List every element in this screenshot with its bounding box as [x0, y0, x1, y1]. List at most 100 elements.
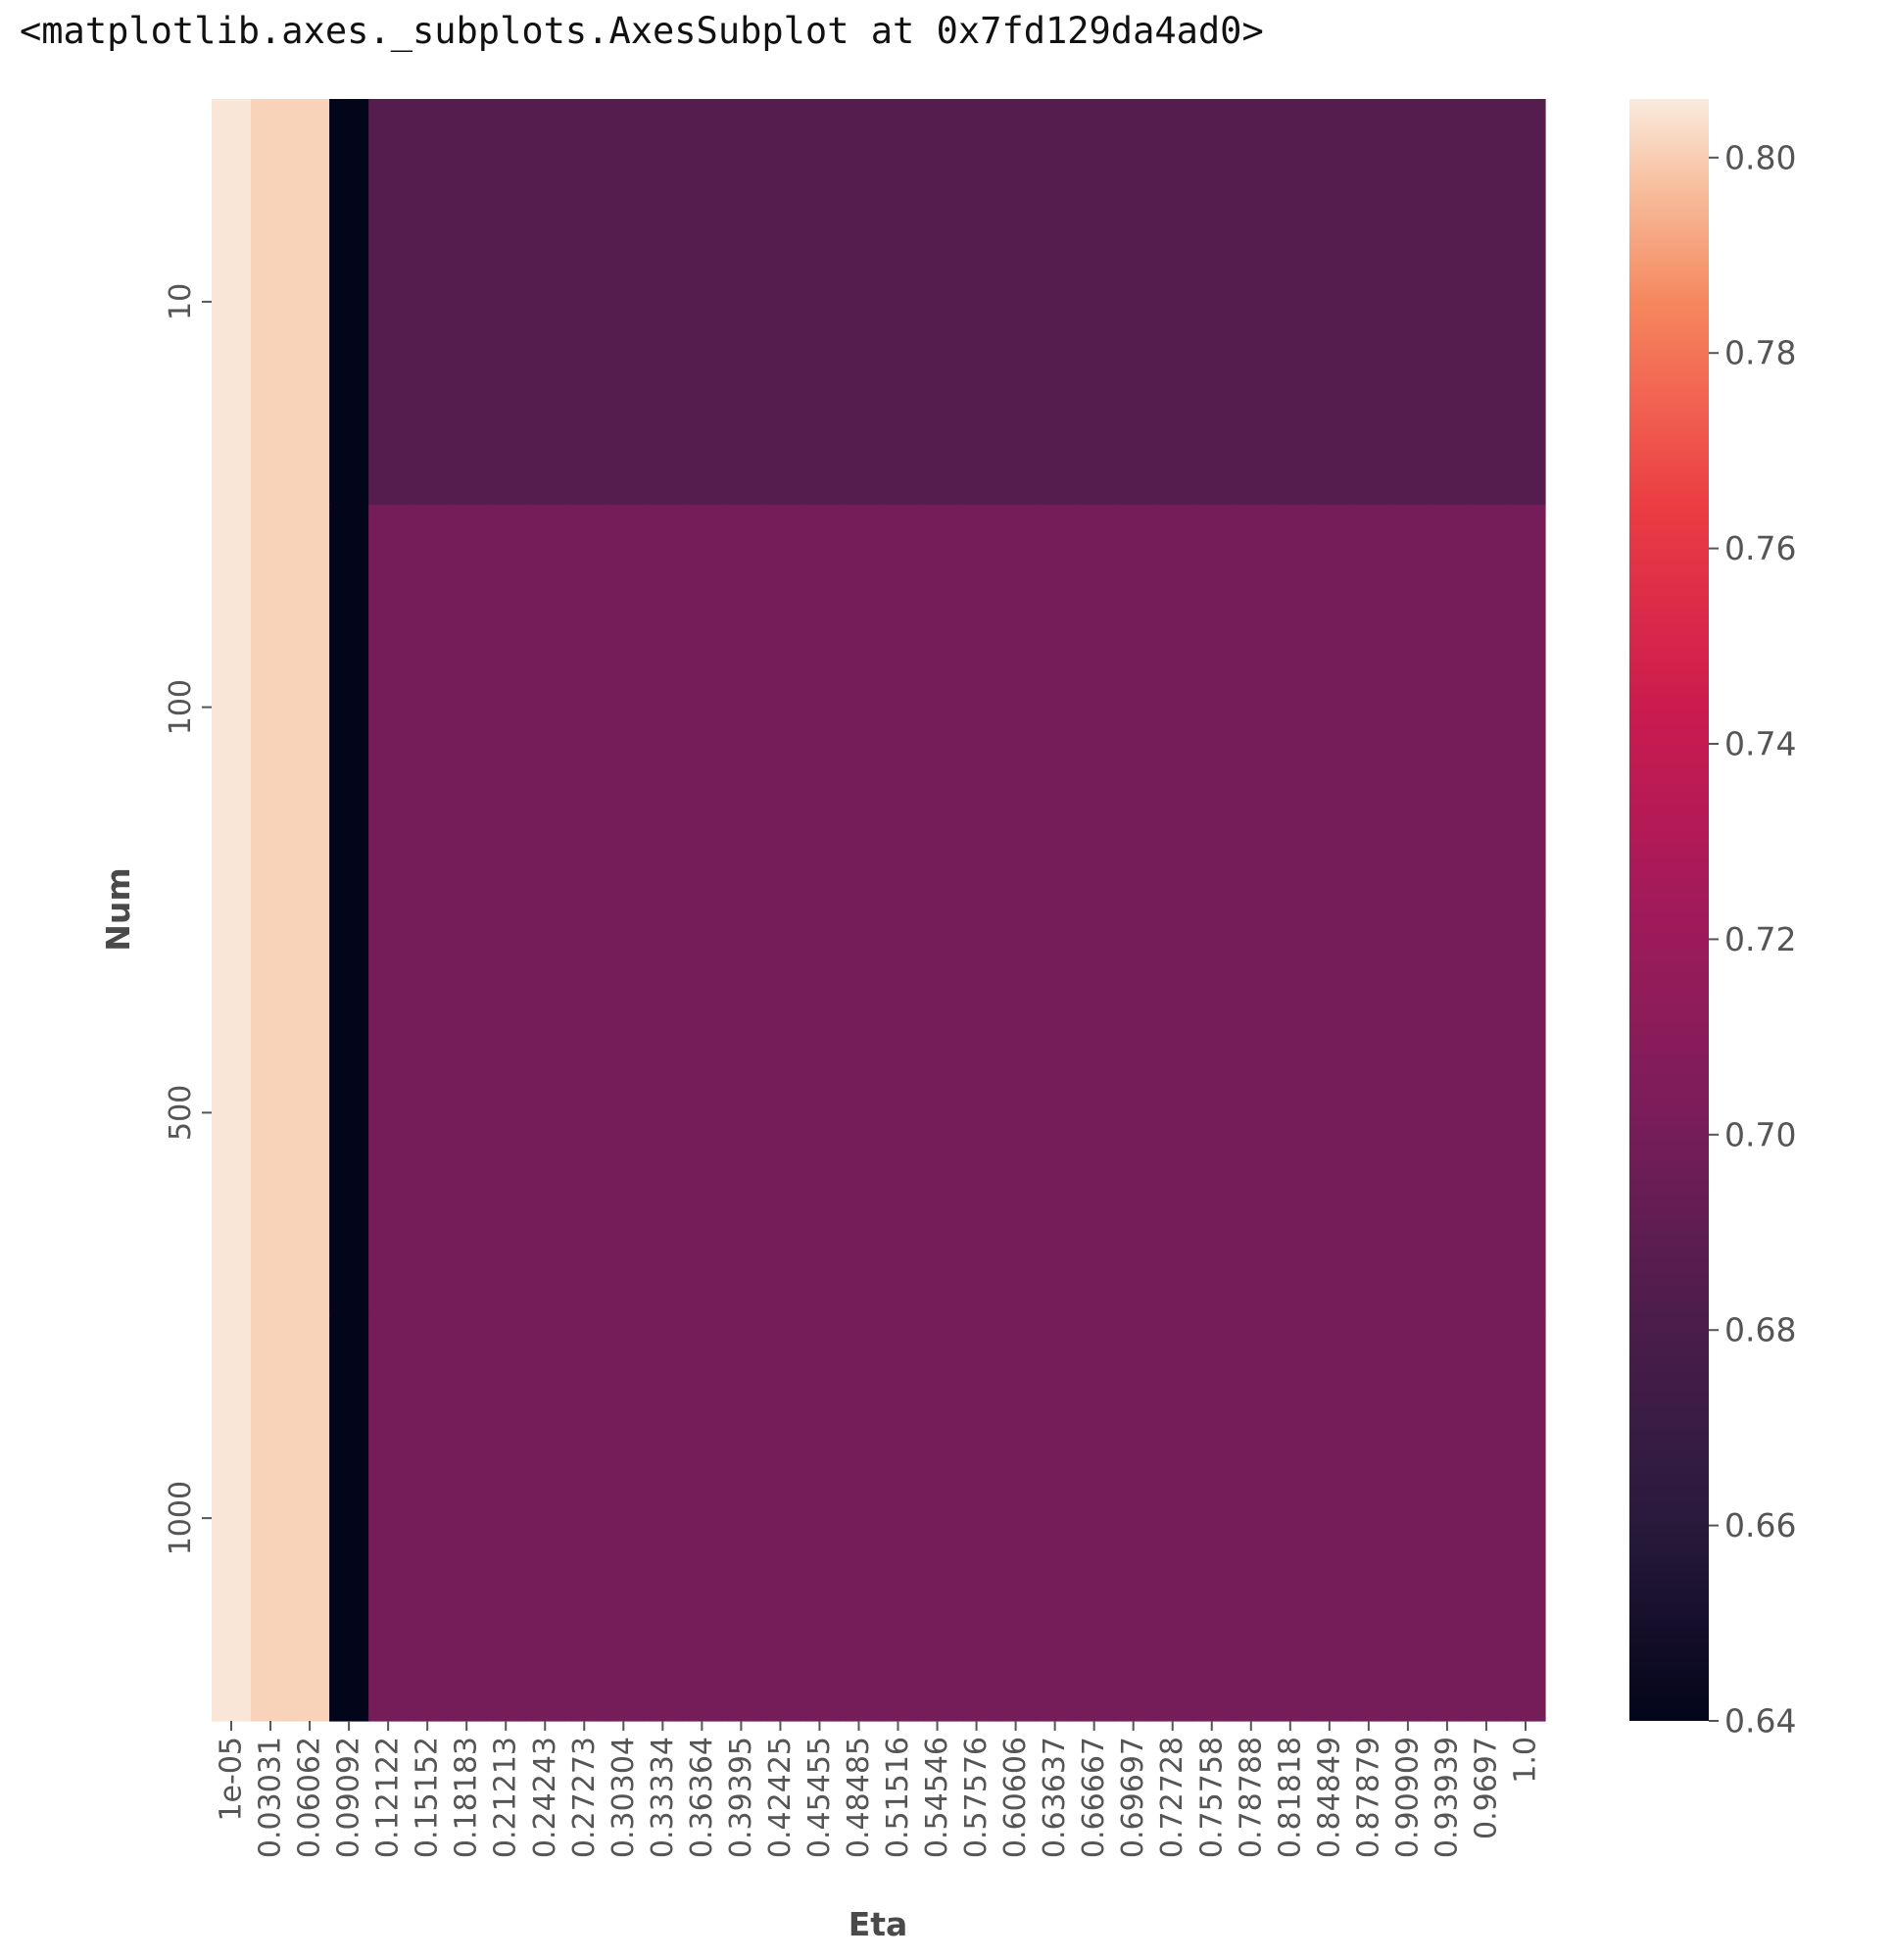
heatmap-cell — [917, 909, 958, 1316]
heatmap-cell — [682, 1315, 722, 1722]
heatmap-cell — [368, 504, 409, 911]
heatmap-cell — [839, 909, 880, 1316]
x-tick-label: 0.18183 — [450, 1737, 484, 1858]
heatmap-cell — [251, 504, 291, 911]
heatmap-cell — [878, 99, 919, 506]
x-tick-label: 0.30304 — [606, 1737, 641, 1858]
heatmap-cell — [329, 504, 369, 911]
colorbar-tick-label: 0.64 — [1724, 1702, 1796, 1740]
heatmap-cell — [682, 504, 722, 911]
heatmap-cell — [1270, 1315, 1311, 1722]
x-tick-label: 0.60606 — [998, 1737, 1033, 1858]
heatmap-cell — [1152, 99, 1193, 506]
heatmap-cell — [878, 504, 919, 911]
y-tick-label: 100 — [164, 679, 198, 735]
heatmap-cell — [290, 909, 330, 1316]
heatmap-cell — [604, 1315, 644, 1722]
heatmap-cell — [1427, 504, 1468, 911]
heatmap-cell — [643, 909, 683, 1316]
heatmap-cell — [212, 99, 252, 506]
x-tick-label: 0.24243 — [528, 1737, 562, 1858]
x-tick-label: 0.72728 — [1155, 1737, 1189, 1858]
heatmap-cell — [839, 504, 880, 911]
heatmap-cell — [760, 99, 801, 506]
heatmap-cell — [486, 504, 526, 911]
heatmap-cell — [800, 99, 841, 506]
heatmap-cell — [212, 909, 252, 1316]
x-tick-label: 0.87879 — [1351, 1737, 1385, 1858]
heatmap-cell — [1309, 504, 1350, 911]
heatmap-cell — [1231, 1315, 1272, 1722]
x-tick-label: 0.42425 — [763, 1737, 798, 1858]
heatmap-cell — [486, 909, 526, 1316]
x-tick-label: 0.03031 — [254, 1737, 288, 1858]
heatmap-cell — [1231, 909, 1272, 1316]
colorbar-tick-label: 0.72 — [1724, 920, 1796, 958]
heatmap-cell — [251, 909, 291, 1316]
heatmap-cell — [1152, 1315, 1193, 1722]
colorbar-tick-label: 0.78 — [1724, 334, 1796, 372]
colorbar-tick-label: 0.76 — [1724, 529, 1796, 567]
heatmap-cell — [1113, 99, 1154, 506]
heatmap-cell — [1152, 504, 1193, 911]
heatmap-cell — [760, 1315, 801, 1722]
x-tick-label: 1e-05 — [215, 1737, 249, 1822]
x-tick-label: 0.54546 — [920, 1737, 954, 1858]
heatmap-cell — [212, 1315, 252, 1722]
x-tick-label: 0.39395 — [724, 1737, 758, 1858]
heatmap-cell — [1035, 1315, 1076, 1722]
y-tick-label: 500 — [164, 1085, 198, 1141]
heatmap-cell — [447, 1315, 487, 1722]
heatmap-cell — [1348, 99, 1389, 506]
heatmap-cell — [1505, 99, 1546, 506]
x-tick-label: 0.9697 — [1469, 1737, 1503, 1839]
heatmap-cell — [1191, 1315, 1233, 1722]
heatmap-cell — [1035, 504, 1076, 911]
heatmap-cell — [251, 99, 291, 506]
heatmap-cell — [1309, 909, 1350, 1316]
x-tick-label: 0.81818 — [1273, 1737, 1307, 1858]
heatmap-cell — [1231, 504, 1272, 911]
heatmap-cell — [604, 909, 644, 1316]
heatmap-cell — [408, 99, 448, 506]
x-tick-label: 0.66667 — [1077, 1737, 1111, 1858]
heatmap-cell — [525, 909, 565, 1316]
heatmap-cell — [1505, 1315, 1546, 1722]
heatmap-cell — [1427, 99, 1468, 506]
heatmap-cell — [956, 504, 997, 911]
heatmap-cell — [800, 909, 841, 1316]
heatmap-cell — [1427, 1315, 1468, 1722]
heatmap-cell — [721, 909, 762, 1316]
heatmap-cell — [329, 1315, 369, 1722]
heatmap-cell — [525, 504, 565, 911]
heatmap-cell — [1348, 909, 1389, 1316]
heatmap-cell — [408, 909, 448, 1316]
heatmap-cell — [760, 909, 801, 1316]
heatmap-cell — [1191, 99, 1233, 506]
heatmap-cell — [995, 99, 1037, 506]
y-axis: 10 100 500 1000 — [164, 283, 212, 1555]
heatmap-cell — [368, 1315, 409, 1722]
heatmap-cell — [1348, 1315, 1389, 1722]
x-axis: 1e-05 0.03031 0.06062 0.09092 0.12122 0.15152… — [215, 1721, 1542, 1858]
y-tick-label: 10 — [164, 283, 198, 320]
heatmap-cell — [1466, 1315, 1507, 1722]
heatmap-cell — [800, 1315, 841, 1722]
heatmap-cell — [917, 99, 958, 506]
x-tick-label: 0.63637 — [1038, 1737, 1072, 1858]
heatmap-cell — [604, 99, 644, 506]
heatmap-cell — [251, 1315, 291, 1722]
heatmap-cell — [368, 99, 409, 506]
colorbar-tick-label: 0.70 — [1724, 1115, 1796, 1153]
heatmap-cell — [486, 1315, 526, 1722]
heatmap-cell — [1270, 909, 1311, 1316]
heatmap-cell — [917, 1315, 958, 1722]
heatmap-cell — [1113, 909, 1154, 1316]
x-tick-label: 0.09092 — [332, 1737, 366, 1858]
heatmap-cell — [329, 99, 369, 506]
heatmap-cell — [1387, 909, 1429, 1316]
heatmap-cell — [604, 504, 644, 911]
heatmap-cell — [329, 909, 369, 1316]
heatmap-cell — [1466, 909, 1507, 1316]
